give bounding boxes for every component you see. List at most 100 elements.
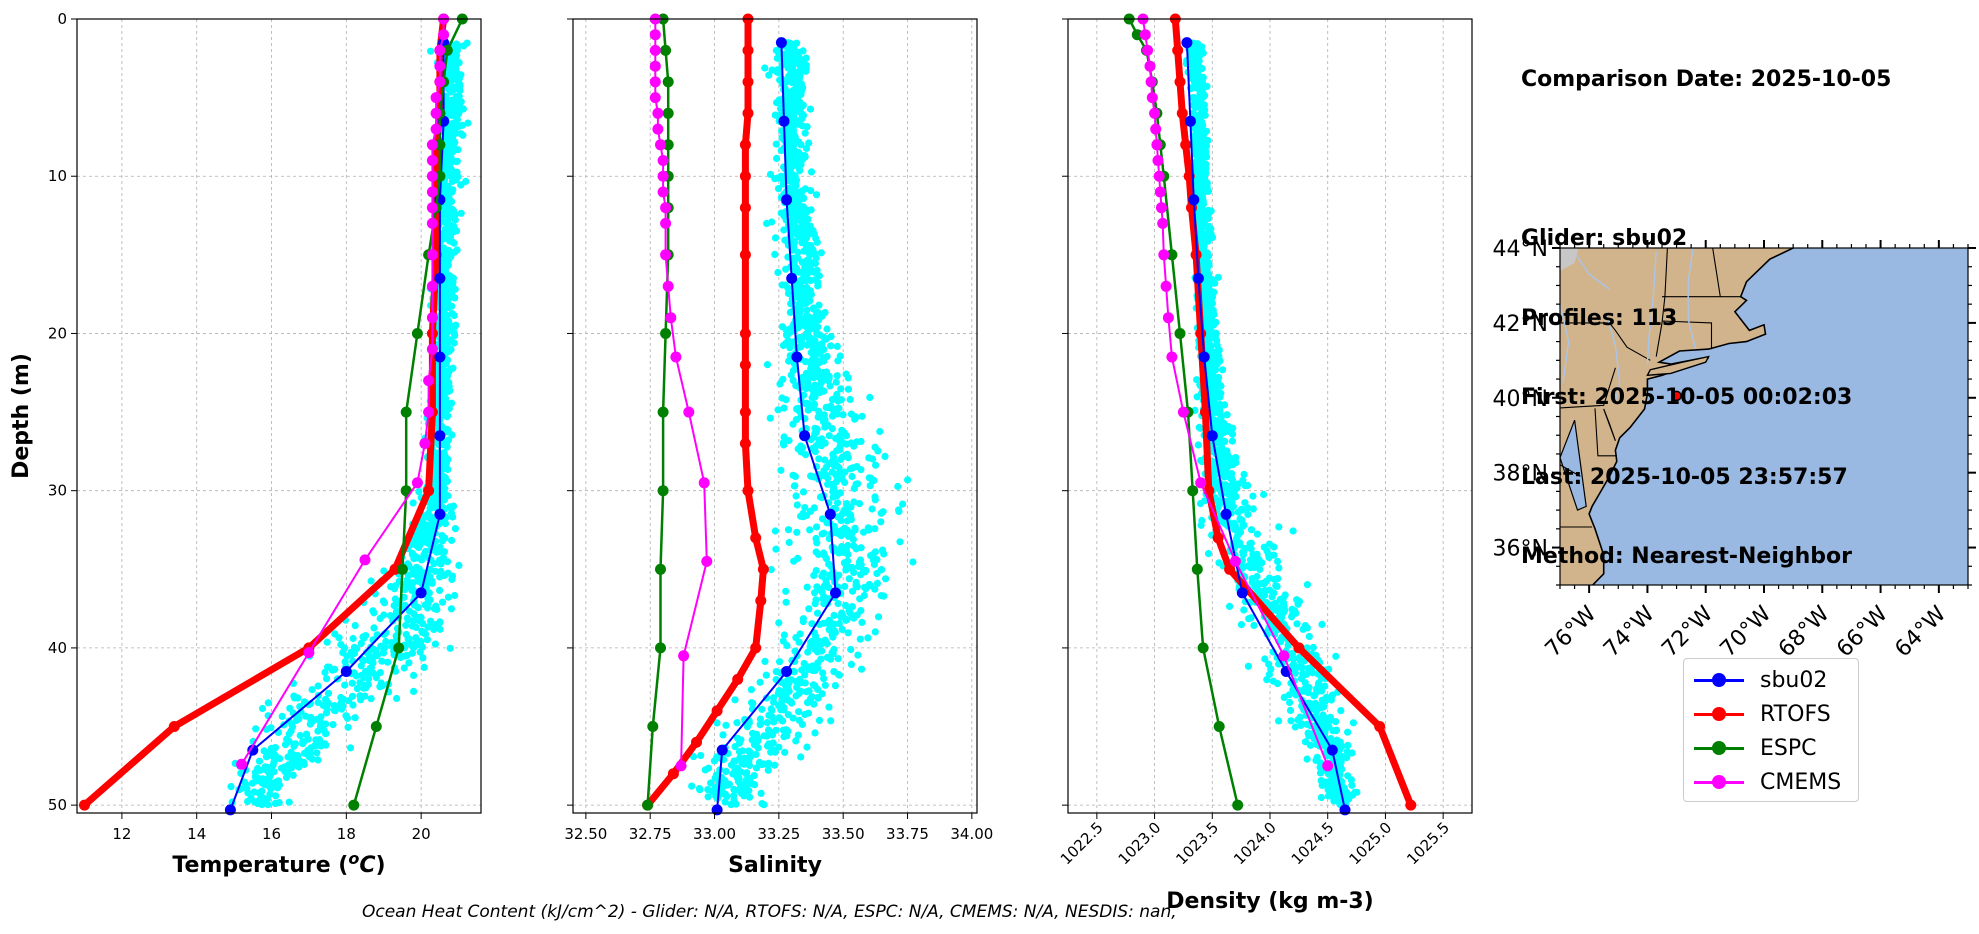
legend-label-rtofs: RTOFS (1760, 701, 1831, 727)
glider-point (227, 783, 235, 791)
legend-label-sbu02: sbu02 (1760, 667, 1828, 693)
glider-point (1265, 574, 1274, 582)
y-tick-label: 20 (48, 324, 67, 342)
glider-scatter (227, 39, 472, 809)
x-tick-label: 34.00 (950, 825, 993, 843)
glider-point (1217, 389, 1225, 397)
series-point-rtofs (739, 406, 751, 418)
series-point-espc (662, 107, 674, 119)
glider-point (380, 649, 388, 657)
glider-point (854, 562, 863, 571)
glider-point (752, 750, 760, 759)
glider-point (1210, 310, 1218, 319)
glider-point (811, 259, 820, 267)
series-point-rtofs (1195, 328, 1207, 339)
glider-point (742, 770, 750, 778)
series-point-cmems (657, 170, 669, 182)
glider-point (376, 669, 384, 677)
series-point-sbu02 (1326, 744, 1338, 756)
glider-point (408, 649, 416, 657)
glider-point (1213, 337, 1221, 345)
glider-point (780, 211, 788, 219)
glider-point (285, 730, 293, 738)
glider-point (813, 266, 821, 274)
series-point-cmems (426, 139, 438, 151)
glider-point (459, 105, 467, 113)
glider-point (402, 621, 410, 629)
glider-point (1265, 586, 1274, 594)
glider-point (365, 675, 373, 683)
glider-point (425, 589, 433, 597)
glider-point (278, 712, 286, 721)
glider-point (1223, 411, 1231, 419)
glider-point (795, 164, 803, 172)
glider-point (322, 709, 331, 717)
glider-point (377, 642, 385, 650)
series-point-rtofs (739, 359, 751, 371)
glider-point (452, 61, 460, 69)
series-point-sbu02 (1339, 804, 1351, 816)
series-point-rtofs (711, 705, 723, 717)
glider-point (806, 105, 815, 113)
series-point-rtofs (757, 563, 769, 575)
glider-point (1319, 711, 1327, 719)
glider-point (735, 774, 743, 782)
glider-point (255, 789, 263, 797)
glider-point (429, 496, 437, 504)
glider-point (348, 679, 356, 687)
glider-point (1196, 184, 1204, 192)
glider-point (324, 689, 333, 697)
glider-point (871, 496, 879, 504)
glider-point (445, 347, 453, 355)
series-point-rtofs (742, 485, 754, 497)
glider-point (1297, 721, 1305, 730)
glider-point (849, 587, 857, 595)
glider-point (307, 713, 315, 722)
series-point-cmems (1146, 92, 1158, 104)
glider-point (349, 701, 357, 709)
glider-point (431, 567, 439, 575)
glider-point (444, 65, 453, 73)
glider-point (408, 550, 416, 559)
glider-point (844, 385, 853, 393)
glider-point (1196, 132, 1204, 140)
series-point-cmems (698, 477, 710, 489)
legend-item-rtofs: RTOFS (1692, 697, 1850, 731)
glider-point (426, 521, 434, 529)
glider-point (801, 710, 809, 719)
glider-point (788, 699, 796, 707)
glider-point (795, 708, 803, 716)
glider-point (367, 577, 375, 585)
glider-point (784, 526, 793, 534)
series-point-sbu02 (1220, 508, 1232, 520)
series-point-sbu02 (1206, 430, 1218, 442)
glider-point (373, 652, 381, 660)
glider-point (349, 634, 357, 643)
glider-point (342, 712, 350, 720)
glider-point (760, 801, 768, 809)
glider-point (789, 376, 797, 384)
glider-point (801, 129, 809, 137)
glider-point (804, 648, 812, 656)
glider-point (853, 463, 861, 471)
glider-point (339, 649, 347, 657)
glider-point (882, 575, 890, 583)
glider-point (827, 655, 835, 663)
glider-point (795, 48, 803, 56)
series-point-rtofs (739, 170, 751, 182)
glider-point (413, 542, 421, 550)
glider-point (761, 64, 769, 72)
glider-point (288, 723, 297, 731)
glider-point (264, 801, 272, 809)
glider-point (847, 660, 856, 669)
glider-point (1338, 742, 1346, 750)
glider-point (1265, 660, 1273, 668)
glider-point (771, 234, 780, 242)
glider-point (290, 742, 298, 750)
glider-point (400, 664, 408, 672)
glider-point (754, 734, 763, 743)
series-point-sbu02 (1188, 194, 1200, 206)
glider-point (1207, 276, 1215, 284)
